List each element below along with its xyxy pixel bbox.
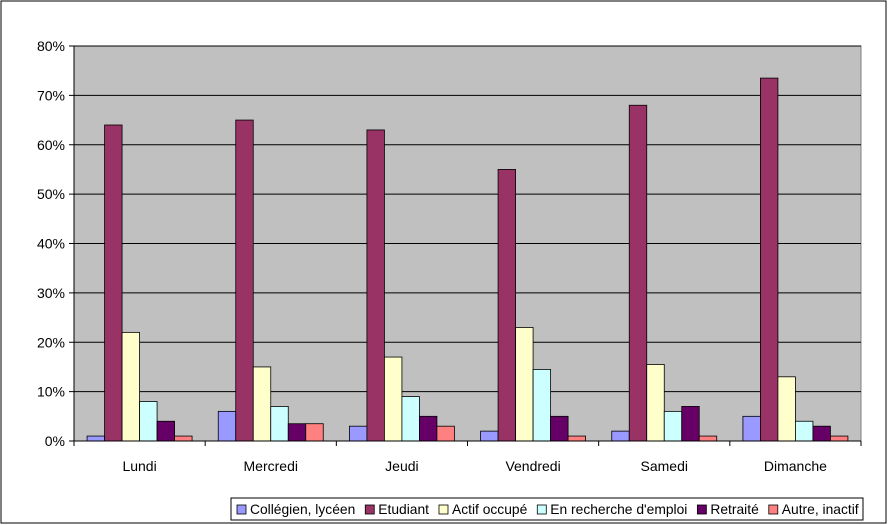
bar bbox=[550, 415, 569, 442]
legend-swatch bbox=[536, 504, 547, 515]
legend-label: Etudiant bbox=[378, 501, 429, 517]
bar bbox=[480, 430, 499, 442]
bar bbox=[287, 423, 307, 442]
legend-label: Collégien, lycéen bbox=[250, 501, 355, 517]
y-tick-label: 50% bbox=[37, 186, 65, 202]
legend-label: En recherche d'emploi bbox=[550, 501, 687, 517]
legend-swatch bbox=[768, 504, 779, 515]
bar bbox=[366, 129, 385, 442]
bar bbox=[532, 369, 551, 442]
grid-lines bbox=[74, 45, 861, 393]
bar bbox=[401, 396, 420, 442]
y-tick-label: 60% bbox=[37, 137, 65, 153]
bar bbox=[628, 104, 648, 442]
bar bbox=[830, 435, 849, 442]
x-tick-label: Jeudi bbox=[385, 458, 418, 474]
y-tick-label: 20% bbox=[37, 334, 65, 350]
y-tick-label: 40% bbox=[37, 236, 65, 252]
x-tick-label: Samedi bbox=[641, 458, 688, 474]
y-tick-label: 0% bbox=[45, 433, 65, 449]
bar bbox=[567, 435, 586, 442]
legend-item: En recherche d'emploi bbox=[536, 501, 687, 517]
bar bbox=[270, 406, 289, 442]
legend-item: Collégien, lycéen bbox=[236, 501, 355, 517]
bar bbox=[174, 435, 193, 442]
y-tick-label: 10% bbox=[37, 384, 65, 400]
y-tick-label: 30% bbox=[37, 285, 65, 301]
y-tick-label: 80% bbox=[37, 38, 65, 54]
legend-swatch bbox=[364, 504, 375, 515]
legend-item: Actif occupé bbox=[438, 501, 528, 517]
bars bbox=[86, 77, 849, 442]
bar bbox=[812, 425, 831, 442]
legend-label: Retraité bbox=[710, 501, 759, 517]
axes bbox=[69, 45, 862, 446]
x-tick-label: Vendredi bbox=[505, 458, 560, 474]
legend-swatch bbox=[236, 504, 247, 515]
bar bbox=[252, 366, 272, 442]
x-tick-label: Mercredi bbox=[244, 458, 298, 474]
bar bbox=[698, 435, 718, 442]
bar bbox=[760, 77, 779, 442]
bar bbox=[384, 356, 403, 442]
bar bbox=[104, 124, 123, 442]
bar bbox=[777, 376, 796, 442]
bar bbox=[139, 401, 158, 442]
bar bbox=[681, 406, 700, 442]
legend-swatch bbox=[438, 504, 449, 515]
bar bbox=[156, 420, 175, 442]
bar bbox=[795, 420, 814, 442]
bar bbox=[663, 410, 683, 442]
x-tick-label: Lundi bbox=[122, 458, 156, 474]
bar bbox=[436, 425, 455, 442]
x-axis-labels: Lundi Mercredi Jeudi Vendredi Samedi Dimanche bbox=[122, 458, 827, 474]
y-axis-labels: 0% 10% 20% 30% 40% 50% 60% 70% 80% bbox=[37, 38, 65, 449]
legend-swatch bbox=[696, 504, 707, 515]
bar bbox=[742, 415, 761, 442]
legend-box bbox=[230, 497, 864, 521]
x-tick-label: Dimanche bbox=[764, 458, 827, 474]
bar bbox=[349, 425, 368, 442]
legend-label: Autre, inactif bbox=[782, 501, 859, 517]
bar bbox=[419, 415, 438, 442]
bar bbox=[497, 169, 516, 442]
bar bbox=[305, 423, 324, 442]
y-tick-label: 70% bbox=[37, 87, 65, 103]
bar bbox=[611, 430, 630, 442]
bar bbox=[217, 410, 237, 442]
legend-item: Autre, inactif bbox=[768, 501, 859, 517]
bar bbox=[646, 364, 665, 442]
bar bbox=[121, 331, 140, 442]
bar bbox=[86, 435, 105, 442]
legend-item: Retraité bbox=[696, 501, 759, 517]
legend-item: Etudiant bbox=[364, 501, 429, 517]
legend: Collégien, lycéen Etudiant Actif occupé En … bbox=[230, 497, 864, 521]
legend-label: Actif occupé bbox=[452, 501, 528, 517]
bar bbox=[515, 327, 534, 442]
bar bbox=[235, 119, 254, 442]
